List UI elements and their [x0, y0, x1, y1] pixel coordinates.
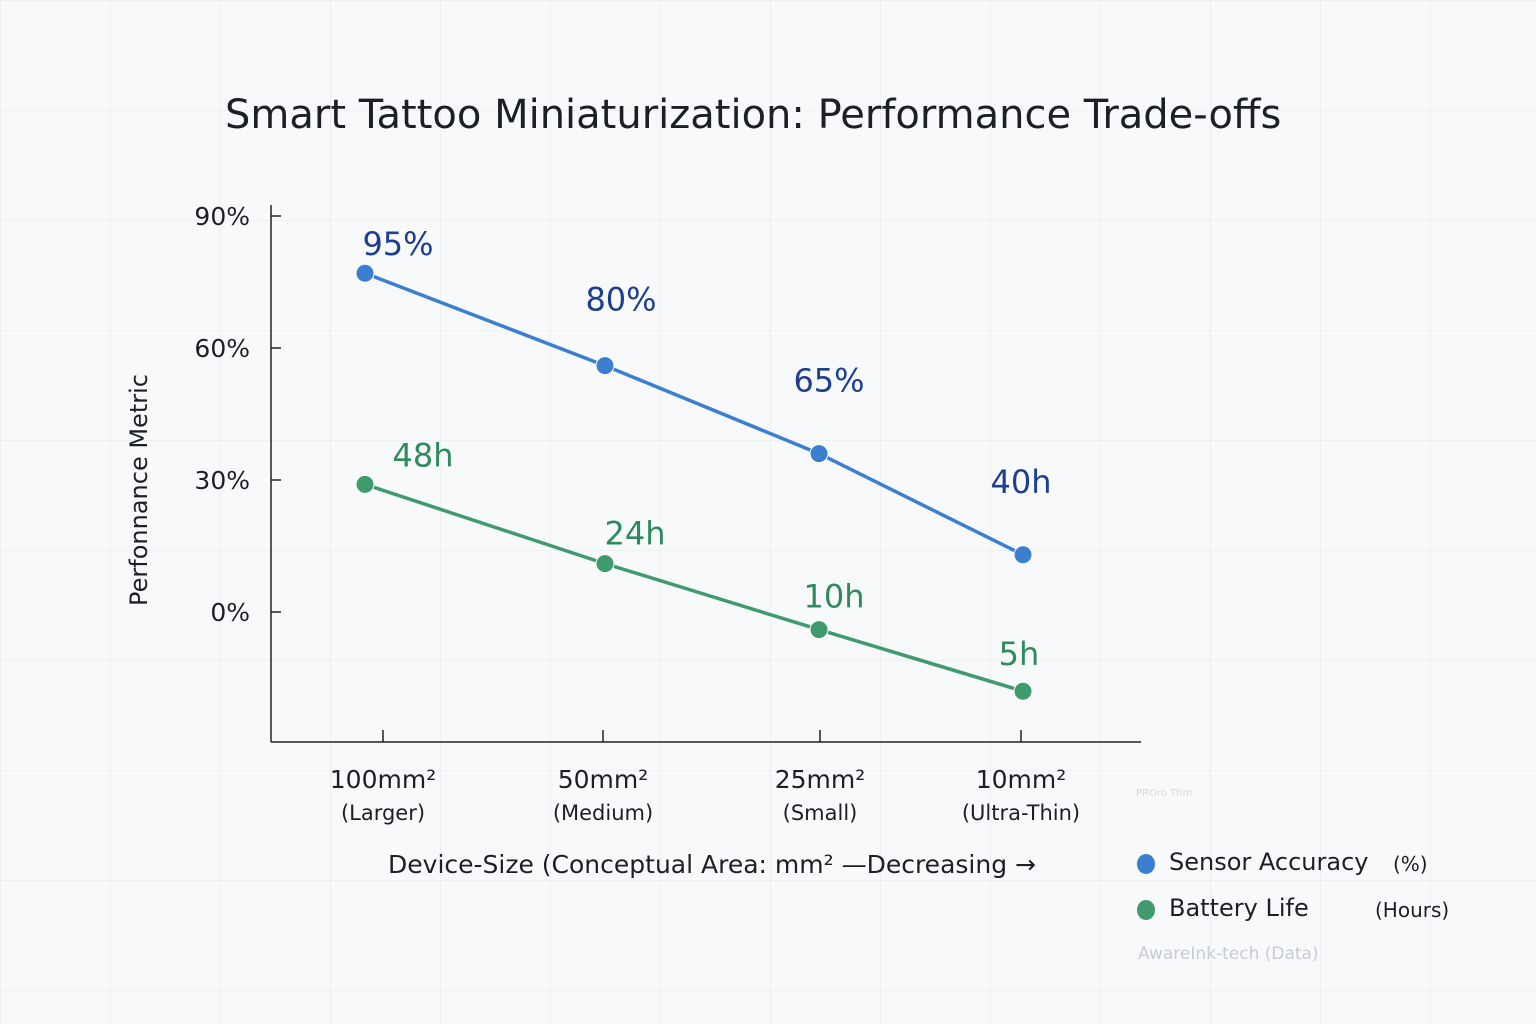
y-tick-label: 0%: [210, 598, 250, 627]
y-tick-label: 90%: [194, 202, 250, 231]
legend-label-sensor-accuracy: Sensor Accuracy: [1169, 848, 1369, 876]
x-tick-sublabel: (Larger): [341, 801, 425, 825]
y-tick-label: 30%: [194, 466, 250, 495]
data-label-sensor-accuracy: 40h: [991, 463, 1052, 501]
data-point-battery-life: [809, 620, 829, 640]
data-point-battery-life: [355, 474, 375, 494]
data-label-battery-life: 24h: [605, 515, 666, 553]
legend-unit-sensor-accuracy: (%): [1393, 852, 1428, 876]
x-tick-label: 100mm²: [330, 765, 436, 794]
data-point-sensor-accuracy: [809, 444, 829, 464]
data-point-battery-life: [595, 554, 615, 574]
legend-label-battery-life: Battery Life: [1169, 894, 1309, 922]
x-tick-label: 25mm²: [775, 765, 866, 794]
legend-marker-sensor-accuracy: [1137, 854, 1155, 874]
data-label-sensor-accuracy: 80%: [585, 281, 656, 319]
series-line-sensor-accuracy: [364, 271, 1024, 557]
chart-legend: Sensor Accuracy (%) Battery Life (Hours): [1135, 846, 1455, 938]
legend-unit-battery-life: (Hours): [1375, 898, 1450, 922]
x-tick-label: 50mm²: [558, 765, 649, 794]
data-label-battery-life: 48h: [393, 436, 454, 474]
x-axis-label: Device-Size (Conceptual Area: mm² —Decre…: [388, 850, 1036, 879]
x-tick-sublabel: (Medium): [553, 801, 653, 825]
data-point-sensor-accuracy: [1013, 545, 1033, 565]
data-label-battery-life: 5h: [999, 635, 1040, 673]
data-point-sensor-accuracy: [595, 356, 615, 376]
faint-watermark-text: PROro Thm: [1136, 788, 1193, 799]
source-note: AwareInk-tech (Data): [1138, 944, 1319, 964]
data-point-sensor-accuracy: [355, 263, 375, 283]
legend-marker-battery-life: [1137, 900, 1155, 920]
x-tick-label: 10mm²: [976, 765, 1067, 794]
legend-item-battery-life: Battery Life (Hours): [1135, 892, 1455, 938]
chart-title: Smart Tattoo Miniaturization: Performanc…: [225, 92, 1282, 138]
x-tick-sublabel: (Small): [783, 801, 858, 825]
y-axis-label: Perfonnance Metric: [125, 374, 153, 606]
x-tick-sublabel: (Ultra-Thin): [962, 801, 1080, 825]
data-point-battery-life: [1013, 681, 1033, 701]
data-label-battery-life: 10h: [804, 578, 865, 616]
data-label-sensor-accuracy: 95%: [362, 225, 433, 263]
data-label-sensor-accuracy: 65%: [793, 362, 864, 400]
legend-item-sensor-accuracy: Sensor Accuracy (%): [1135, 846, 1455, 892]
series-line-battery-life: [364, 482, 1024, 693]
y-tick-label: 60%: [194, 334, 250, 363]
